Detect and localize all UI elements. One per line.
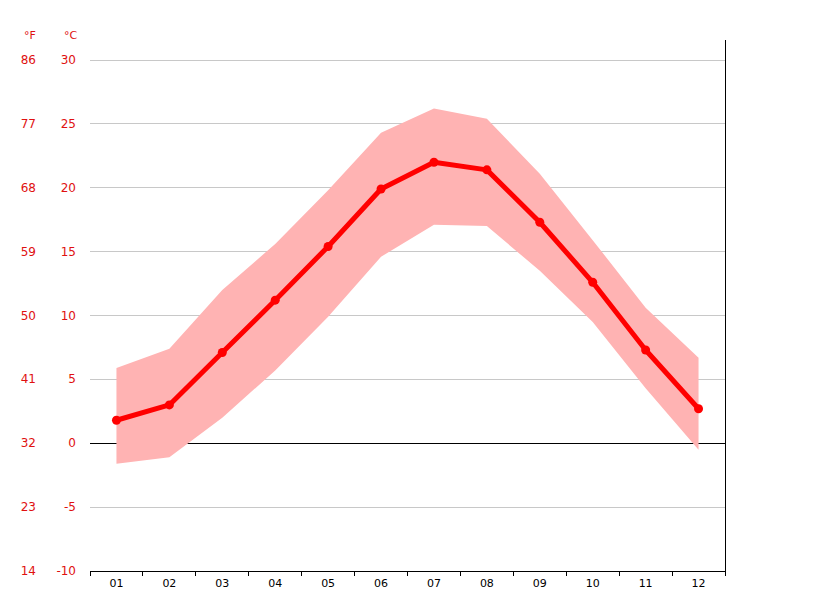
y-tick-label: 15 xyxy=(61,245,76,259)
temperature-range xyxy=(116,109,698,464)
data-point xyxy=(271,296,280,305)
y-tick-label: 0 xyxy=(68,436,76,450)
x-tick-label: 05 xyxy=(321,577,335,590)
data-point xyxy=(482,165,491,174)
grid-line xyxy=(90,60,725,61)
x-separator xyxy=(354,571,355,576)
y-tick-label: 20 xyxy=(61,181,76,195)
x-separator xyxy=(142,571,143,576)
y2-tick-label: 23 xyxy=(21,500,36,514)
y2-tick-label: 77 xyxy=(21,117,36,131)
y2-tick-label: 32 xyxy=(21,436,36,450)
data-point xyxy=(165,400,174,409)
y2-tick-label: 41 xyxy=(21,372,36,386)
x-tick-label: 11 xyxy=(639,577,653,590)
data-point xyxy=(535,218,544,227)
data-point xyxy=(694,404,703,413)
y-tick-label: 5 xyxy=(68,372,76,386)
grid-line xyxy=(90,507,725,508)
y2-tick-label: 50 xyxy=(21,309,36,323)
y2-tick-label: 68 xyxy=(21,181,36,195)
x-separator xyxy=(248,571,249,576)
y2-tick-label: 59 xyxy=(21,245,36,259)
x-separator xyxy=(90,571,91,576)
grid-line xyxy=(90,251,725,252)
plot-area xyxy=(112,109,703,464)
x-separator xyxy=(195,571,196,576)
y-tick-label: 25 xyxy=(61,117,76,131)
y2-tick-label: 14 xyxy=(21,564,36,578)
x-separator xyxy=(513,571,514,576)
x-tick-label: 09 xyxy=(533,577,547,590)
temperature-line xyxy=(116,162,698,420)
data-point xyxy=(218,348,227,357)
x-separator xyxy=(672,571,673,576)
y-tick-label: 10 xyxy=(61,309,76,323)
data-point xyxy=(641,345,650,354)
x-separator xyxy=(566,571,567,576)
data-point xyxy=(429,158,438,167)
x-tick-label: 01 xyxy=(109,577,123,590)
right-axis xyxy=(725,40,726,571)
data-point xyxy=(588,278,597,287)
y-tick-label: -5 xyxy=(64,500,76,514)
data-point xyxy=(377,185,386,194)
x-tick-label: 02 xyxy=(162,577,176,590)
chart: -10-5051015202530142332415059687786°C°F0… xyxy=(0,0,815,611)
x-tick-label: 12 xyxy=(692,577,706,590)
y-tick-label: 30 xyxy=(61,53,76,67)
x-tick-label: 10 xyxy=(586,577,600,590)
y2-axis-label: °F xyxy=(24,29,36,42)
x-separator xyxy=(407,571,408,576)
x-tick-label: 06 xyxy=(374,577,388,590)
x-tick-label: 08 xyxy=(480,577,494,590)
y2-tick-label: 86 xyxy=(21,53,36,67)
data-point xyxy=(324,242,333,251)
x-tick-label: 04 xyxy=(268,577,282,590)
y-tick-label: -10 xyxy=(56,564,76,578)
x-separator xyxy=(619,571,620,576)
x-tick-label: 07 xyxy=(427,577,441,590)
data-point xyxy=(112,416,121,425)
x-tick-label: 03 xyxy=(215,577,229,590)
y-axis-label: °C xyxy=(64,29,78,42)
x-separator xyxy=(301,571,302,576)
x-separator xyxy=(725,571,726,576)
x-separator xyxy=(460,571,461,576)
